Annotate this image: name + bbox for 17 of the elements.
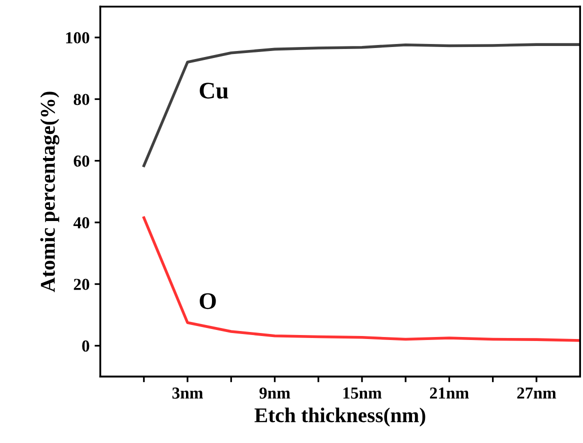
line-series — [142, 216, 580, 342]
y-tick-label: 80 — [74, 94, 90, 106]
y-tick-label: 100 — [66, 32, 90, 44]
x-axis-title: Etch thickness(nm) — [254, 408, 426, 427]
x-tick-label: 3nm — [172, 387, 203, 399]
y-tick-label: 20 — [74, 278, 90, 290]
x-tick-label: 15nm — [343, 388, 382, 399]
y-axis-title: Atomic percentage(%) — [40, 92, 60, 292]
y-tick-label: 60 — [74, 155, 90, 167]
line-series — [142, 43, 580, 168]
y-tick-label: 0 — [82, 340, 90, 352]
x-tick-label: 27nm — [517, 387, 556, 399]
y-tick-label: 40 — [73, 217, 90, 228]
x-tick-label: 21nm — [430, 387, 469, 399]
series-label: Cu — [200, 82, 228, 99]
series-label: O — [200, 293, 216, 310]
x-tick-label: 9nm — [259, 387, 290, 399]
